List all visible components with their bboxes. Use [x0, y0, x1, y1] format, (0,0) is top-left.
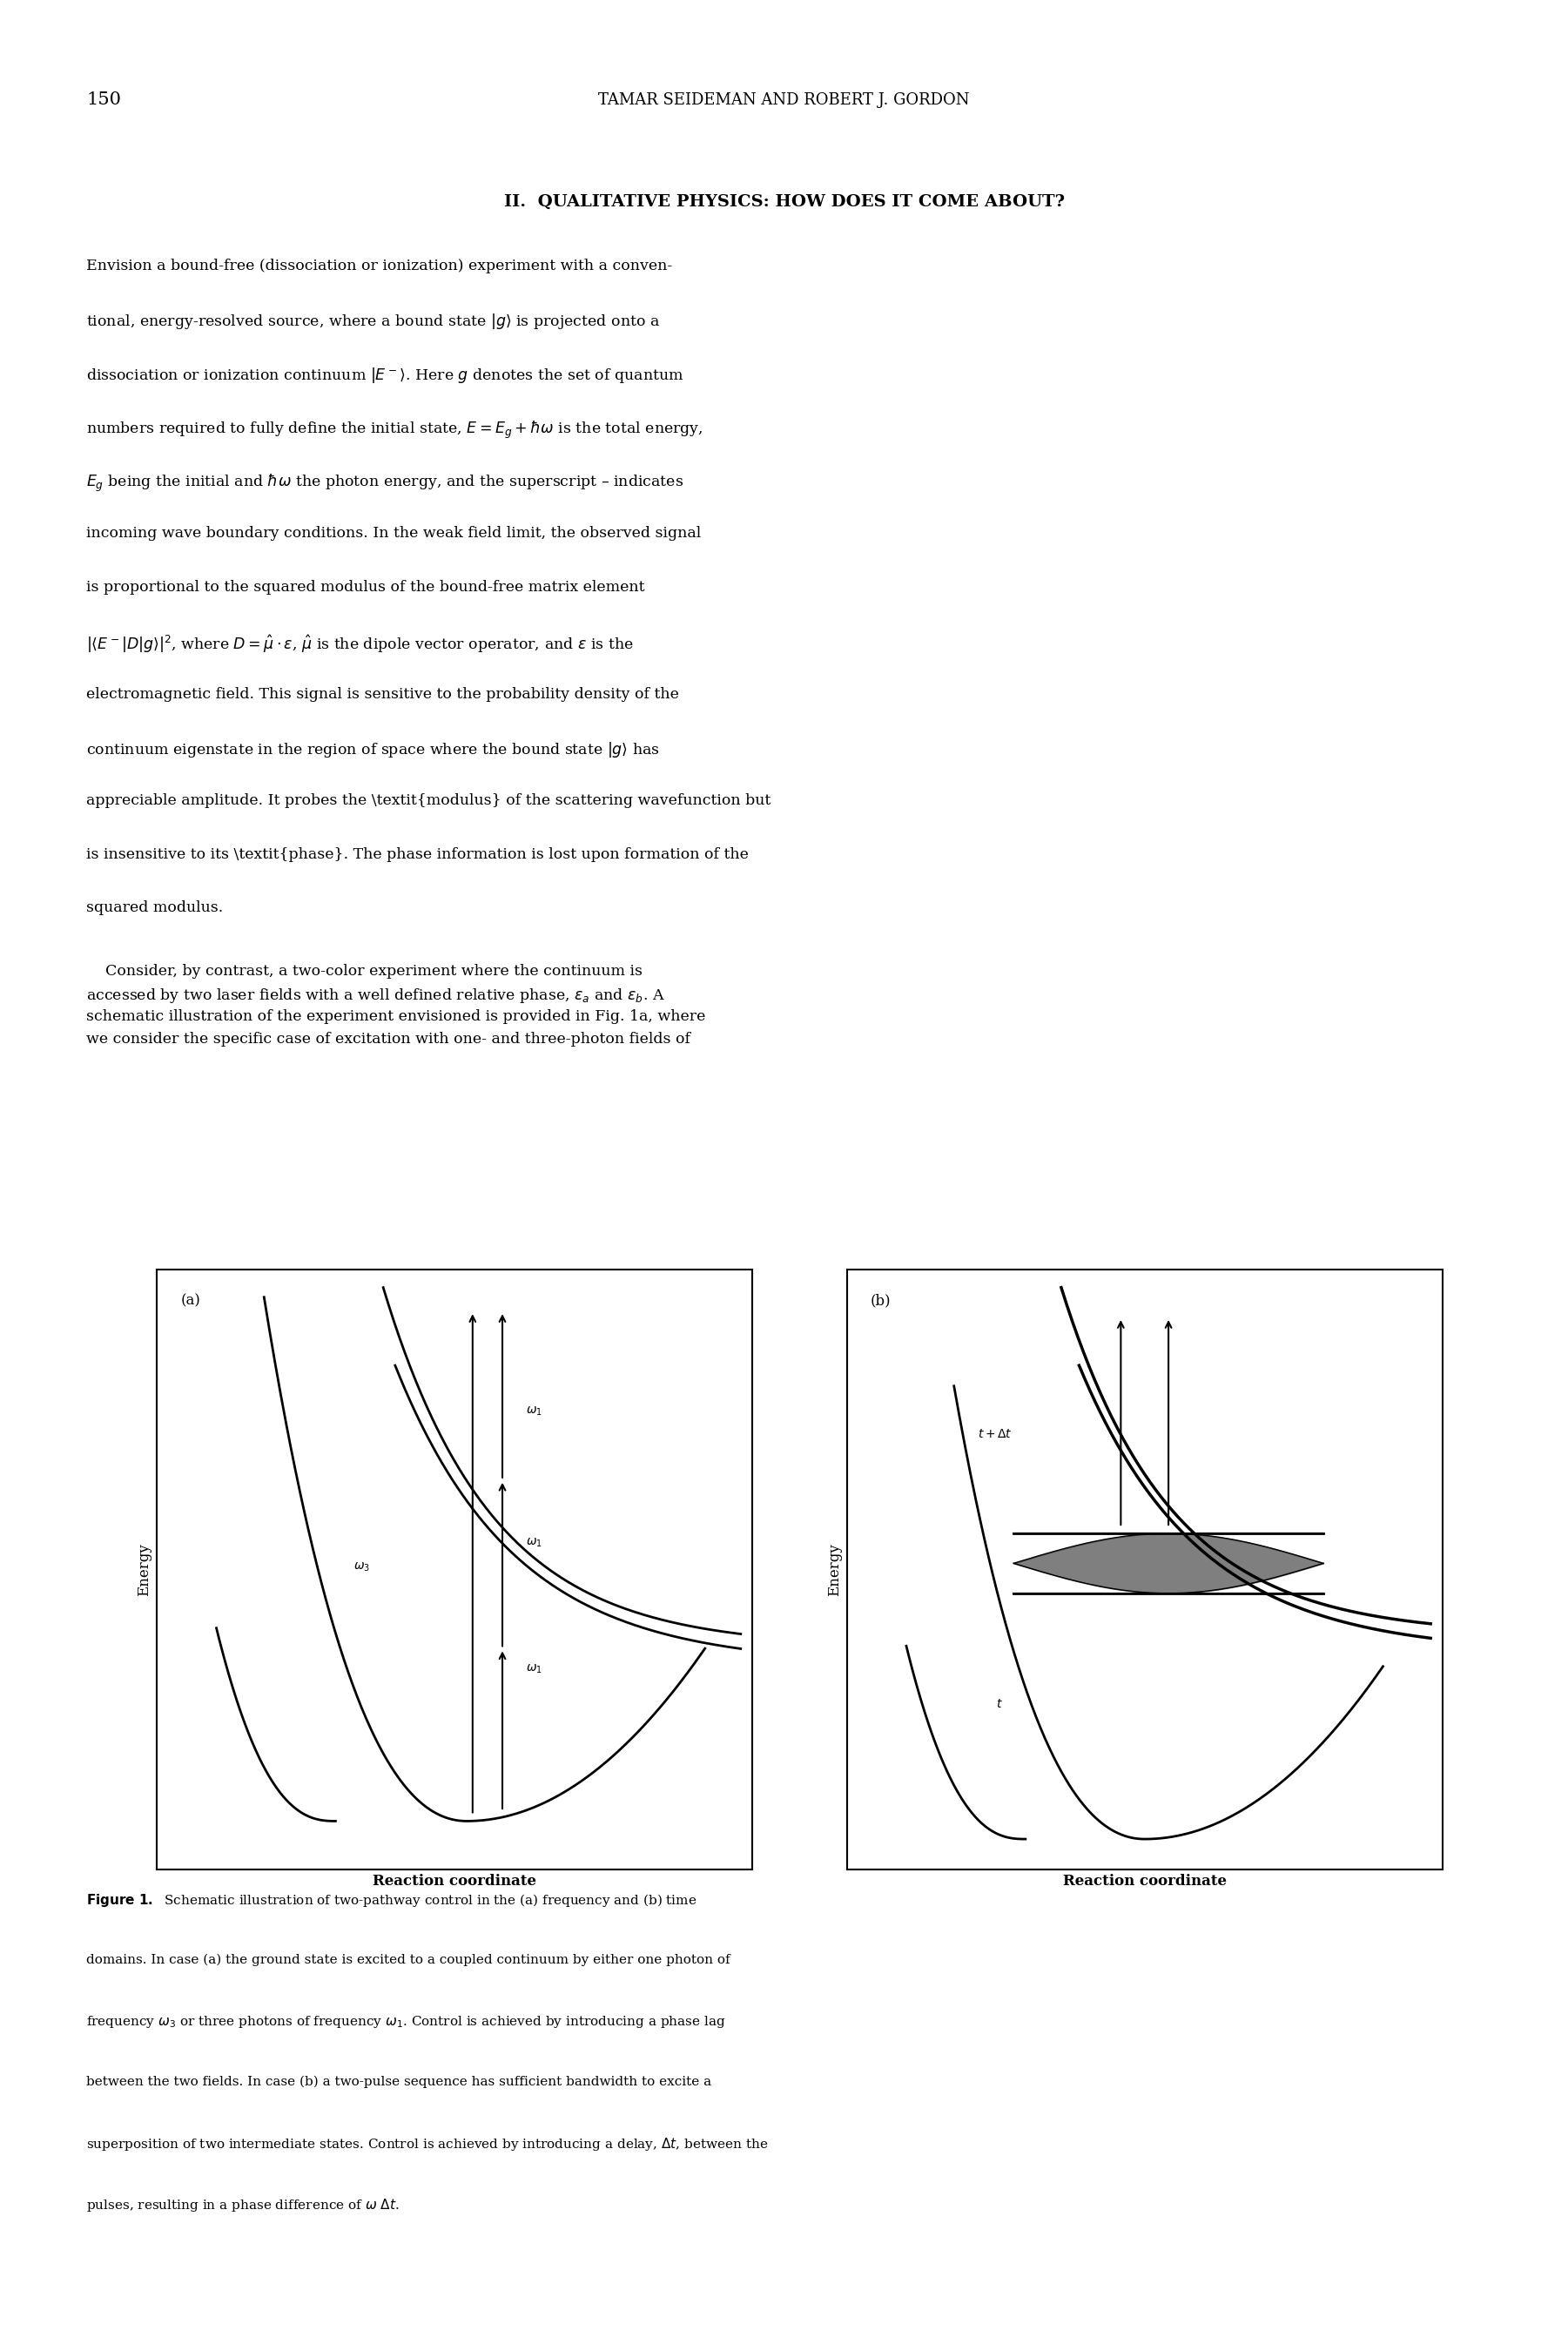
Text: is proportional to the squared modulus of the bound-free matrix element: is proportional to the squared modulus o… — [86, 581, 644, 595]
Text: $\mathbf{Figure\ 1.}$  Schematic illustration of two-pathway control in the (a) : $\mathbf{Figure\ 1.}$ Schematic illustra… — [86, 1893, 698, 1909]
Text: dissociation or ionization continuum $|E^-\rangle$. Here $g$ denotes the set of : dissociation or ionization continuum $|E… — [86, 367, 684, 386]
Text: appreciable amplitude. It probes the \textit{modulus} of the scattering wavefunc: appreciable amplitude. It probes the \te… — [86, 795, 771, 809]
Text: accessed by two laser fields with a well defined relative phase, $\varepsilon_a$: accessed by two laser fields with a well… — [86, 987, 665, 1004]
Text: schematic illustration of the experiment envisioned is provided in Fig. 1a, wher: schematic illustration of the experiment… — [86, 1009, 706, 1025]
Text: $\omega_1$: $\omega_1$ — [527, 1404, 543, 1418]
Text: $t + \Delta t$: $t + \Delta t$ — [978, 1427, 1013, 1441]
Text: between the two fields. In case (b) a two-pulse sequence has sufficient bandwidt: between the two fields. In case (b) a tw… — [86, 2076, 712, 2088]
Text: $\omega_1$: $\omega_1$ — [527, 1538, 543, 1549]
Y-axis label: Energy: Energy — [136, 1542, 152, 1596]
Y-axis label: Energy: Energy — [826, 1542, 842, 1596]
Text: we consider the specific case of excitation with one- and three-photon fields of: we consider the specific case of excitat… — [86, 1032, 690, 1046]
Text: domains. In case (a) the ground state is excited to a coupled continuum by eithe: domains. In case (a) the ground state is… — [86, 1954, 731, 1965]
Text: Consider, by contrast, a two-color experiment where the continuum is: Consider, by contrast, a two-color exper… — [86, 964, 643, 978]
X-axis label: Reaction coordinate: Reaction coordinate — [1063, 1874, 1226, 1888]
Text: frequency $\omega_3$ or three photons of frequency $\omega_1$. Control is achiev: frequency $\omega_3$ or three photons of… — [86, 2015, 726, 2029]
Text: $\omega_1$: $\omega_1$ — [527, 1662, 543, 1674]
Text: incoming wave boundary conditions. In the weak field limit, the observed signal: incoming wave boundary conditions. In th… — [86, 527, 701, 541]
Text: squared modulus.: squared modulus. — [86, 900, 223, 915]
Text: continuum eigenstate in the region of space where the bound state $|g\rangle$ ha: continuum eigenstate in the region of sp… — [86, 741, 660, 759]
Text: 150: 150 — [86, 92, 121, 108]
Text: (a): (a) — [180, 1293, 201, 1307]
Text: tional, energy-resolved source, where a bound state $|g\rangle$ is projected ont: tional, energy-resolved source, where a … — [86, 313, 660, 331]
Text: $E_g$ being the initial and $\hbar\omega$ the photon energy, and the superscript: $E_g$ being the initial and $\hbar\omega… — [86, 473, 684, 494]
Text: II.  QUALITATIVE PHYSICS: HOW DOES IT COME ABOUT?: II. QUALITATIVE PHYSICS: HOW DOES IT COM… — [503, 195, 1065, 209]
Text: $\omega_3$: $\omega_3$ — [353, 1561, 370, 1573]
Text: is insensitive to its \textit{phase}. The phase information is lost upon formati: is insensitive to its \textit{phase}. Th… — [86, 846, 748, 863]
Text: Envision a bound-free (dissociation or ionization) experiment with a conven-: Envision a bound-free (dissociation or i… — [86, 259, 673, 273]
Text: (b): (b) — [870, 1293, 891, 1307]
Text: $|\langle E^-|D|g\rangle|^2$, where $D = \hat{\mu} \cdot \varepsilon$, $\hat{\mu: $|\langle E^-|D|g\rangle|^2$, where $D =… — [86, 632, 633, 654]
Text: pulses, resulting in a phase difference of $\omega$ $\Delta t$.: pulses, resulting in a phase difference … — [86, 2196, 400, 2215]
X-axis label: Reaction coordinate: Reaction coordinate — [373, 1874, 536, 1888]
Text: superposition of two intermediate states. Control is achieved by introducing a d: superposition of two intermediate states… — [86, 2137, 768, 2154]
Text: TAMAR SEIDEMAN AND ROBERT J. GORDON: TAMAR SEIDEMAN AND ROBERT J. GORDON — [599, 92, 969, 108]
Text: electromagnetic field. This signal is sensitive to the probability density of th: electromagnetic field. This signal is se… — [86, 686, 679, 701]
Text: numbers required to fully define the initial state, $E = E_g + \hbar\omega$ is t: numbers required to fully define the ini… — [86, 418, 702, 440]
Text: $t$: $t$ — [996, 1697, 1002, 1709]
